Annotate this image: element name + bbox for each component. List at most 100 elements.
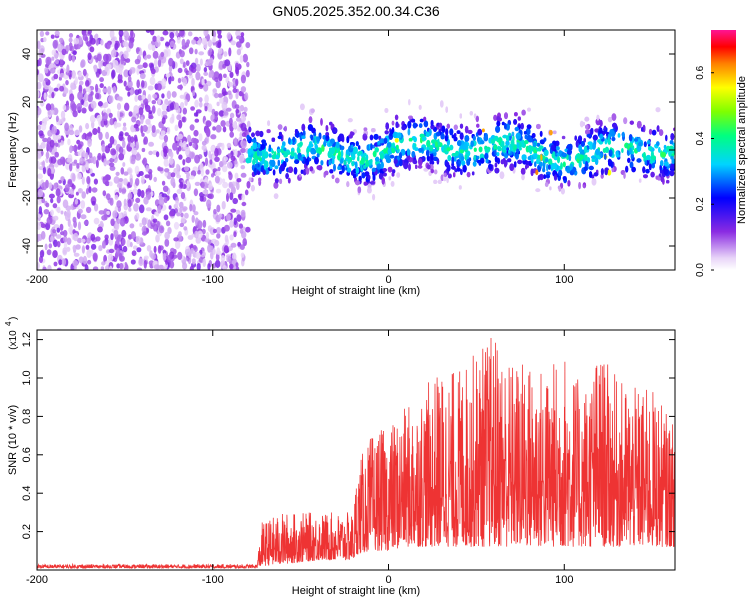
- heatmap-cell: [267, 120, 271, 127]
- heatmap-cell: [227, 90, 232, 96]
- heatmap-cell: [118, 153, 125, 161]
- heatmap-cell: [240, 147, 247, 153]
- heatmap-cell: [621, 148, 624, 153]
- heatmap-cell: [186, 180, 190, 189]
- heatmap-cell: [485, 158, 489, 164]
- heatmap-cell: [560, 162, 563, 170]
- heatmap-cell: [196, 263, 201, 270]
- heatmap-cell: [232, 88, 238, 94]
- heatmap-cell: [112, 86, 117, 94]
- heatmap-cell: [426, 149, 430, 157]
- heatmap-cell: [472, 161, 477, 167]
- heatmap-cell: [539, 130, 543, 137]
- heatmap-cell: [490, 138, 496, 144]
- heatmap-cell: [179, 50, 185, 58]
- heatmap-cell: [645, 168, 650, 174]
- heatmap-cell: [210, 134, 217, 140]
- heatmap-cell: [539, 139, 545, 145]
- heatmap-cell: [197, 230, 203, 239]
- heatmap-cell: [45, 151, 50, 159]
- heatmap-cell: [164, 171, 168, 177]
- heatmap-cell: [584, 116, 590, 122]
- heatmap-cell: [212, 228, 217, 234]
- heatmap-cell: [188, 47, 194, 55]
- heatmap-cell: [198, 133, 203, 142]
- heatmap-cell: [115, 171, 120, 176]
- heatmap-cell: [240, 122, 247, 132]
- heatmap-cell: [92, 266, 99, 270]
- heatmap-cell: [60, 176, 65, 182]
- heatmap-cell: [191, 39, 197, 45]
- heatmap-cell: [62, 247, 68, 256]
- heatmap-cell: [53, 250, 58, 258]
- heatmap-cell: [346, 167, 352, 173]
- heatmap-cell: [176, 36, 181, 44]
- heatmap-cell: [415, 164, 418, 169]
- heatmap-cell: [582, 184, 586, 189]
- heatmap-cell: [140, 175, 145, 185]
- heatmap-cell: [127, 134, 132, 143]
- heatmap-cell: [478, 161, 482, 166]
- heatmap-cell: [548, 130, 553, 136]
- heatmap-cell: [403, 162, 409, 170]
- heatmap-cell: [65, 44, 70, 52]
- heatmap-cell: [127, 91, 131, 97]
- heatmap-cell: [169, 157, 174, 165]
- heatmap-cell: [68, 53, 72, 62]
- heatmap-cell: [45, 103, 52, 111]
- heatmap-cell: [314, 143, 318, 150]
- heatmap-cell: [525, 160, 530, 166]
- heatmap-cell: [579, 154, 584, 160]
- heatmap-cell: [85, 164, 89, 171]
- heatmap-cell: [562, 153, 567, 158]
- heatmap-cell: [395, 144, 399, 150]
- heatmap-cell: [66, 157, 73, 163]
- heatmap-cell: [651, 162, 655, 169]
- heatmap-cell: [236, 35, 242, 40]
- heatmap-cell: [112, 36, 116, 42]
- heatmap-cell: [514, 126, 520, 132]
- heatmap-cell: [423, 116, 427, 122]
- heatmap-cell: [123, 171, 129, 176]
- heatmap-cell: [45, 157, 49, 163]
- heatmap-cell: [162, 252, 167, 261]
- heatmap-cell: [214, 111, 219, 117]
- heatmap-cell: [473, 113, 477, 119]
- heatmap-cell: [268, 144, 272, 152]
- heatmap-cell: [663, 144, 667, 150]
- heatmap-cell: [337, 166, 341, 170]
- heatmap-cell: [561, 135, 566, 140]
- heatmap-cell: [363, 127, 368, 132]
- heatmap-cell: [50, 209, 54, 217]
- heatmap-cell: [444, 134, 448, 142]
- heatmap-cell: [98, 245, 103, 252]
- heatmap-cell: [579, 120, 584, 128]
- heatmap-cell: [495, 125, 501, 133]
- heatmap-cell: [226, 142, 232, 149]
- heatmap-cell: [190, 170, 197, 177]
- heatmap-cell: [215, 80, 221, 89]
- heatmap-cell: [158, 225, 165, 234]
- heatmap-cell: [226, 161, 233, 169]
- heatmap-cell: [137, 64, 144, 70]
- heatmap-cell: [51, 56, 55, 61]
- heatmap-cell: [192, 90, 196, 97]
- heatmap-cell: [666, 179, 670, 184]
- heatmap-cell: [213, 208, 217, 215]
- heatmap-cell: [239, 156, 244, 164]
- heatmap-cell: [194, 181, 201, 186]
- heatmap-cell: [119, 252, 123, 261]
- heatmap-cell: [250, 184, 255, 192]
- heatmap-cell: [506, 147, 509, 151]
- bottom-y-axis: 0.2 0.4 0.6 0.8 1.0 1.2: [21, 332, 675, 539]
- heatmap-cell: [106, 210, 110, 215]
- heatmap-cell: [245, 157, 251, 164]
- heatmap-cell: [372, 150, 377, 158]
- heatmap-cell: [80, 60, 85, 68]
- heatmap-cell: [411, 151, 416, 158]
- heatmap-cell: [110, 218, 115, 227]
- x-tick-label: 100: [555, 274, 573, 286]
- heatmap-cell: [60, 118, 64, 125]
- heatmap-cell: [223, 156, 228, 162]
